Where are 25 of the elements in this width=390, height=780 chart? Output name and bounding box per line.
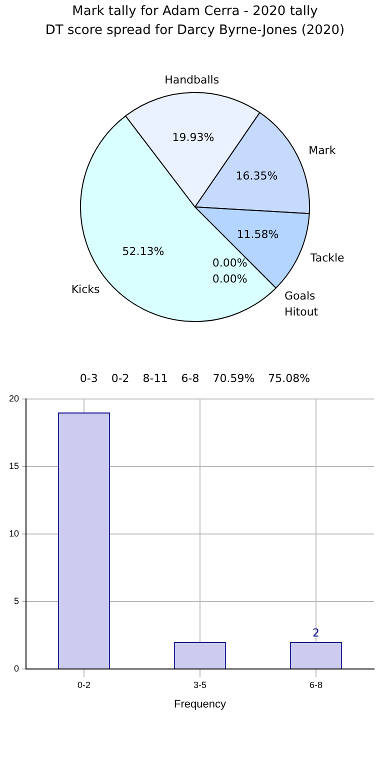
x-axis-title: Frequency — [174, 698, 226, 710]
y-tick-label: 5 — [14, 596, 20, 606]
text: 0.00% — [212, 272, 248, 286]
y-tick-label: 10 — [8, 528, 20, 538]
x-tick-label: 0-2 — [78, 680, 91, 690]
chart-title: Mark tally for Adam Cerra - 2020 tally — [71, 4, 319, 19]
slice-label: Kicks — [71, 283, 100, 296]
data-label: 11.58% — [236, 228, 279, 241]
x-tick-label: 6-8 — [309, 680, 323, 690]
category-label: Hitout — [284, 305, 318, 318]
slice-label: Mark — [308, 144, 336, 158]
text: 0.00% — [212, 256, 248, 270]
y-tick-label: 0 — [14, 663, 20, 674]
data-label: 52.13% — [122, 245, 164, 258]
text: 0-3 0-2 8-11 6-8 70.59% 75.08% — [80, 372, 310, 385]
chart-subtitle: DT score spread for Darcy Byrne-Jones (2020) — [44, 23, 346, 38]
y-tick-label: 20 — [8, 393, 20, 404]
slice-label: Handballs — [164, 73, 220, 86]
data-label: 19.93% — [172, 131, 214, 144]
category-label: Goals — [284, 289, 316, 302]
x-tick-label: 3-5 — [194, 680, 207, 690]
data-label: 2 — [312, 626, 320, 640]
slice-label: Tackle — [309, 252, 345, 265]
data-label: 16.35% — [236, 170, 278, 183]
y-tick-label: 15 — [8, 460, 20, 471]
